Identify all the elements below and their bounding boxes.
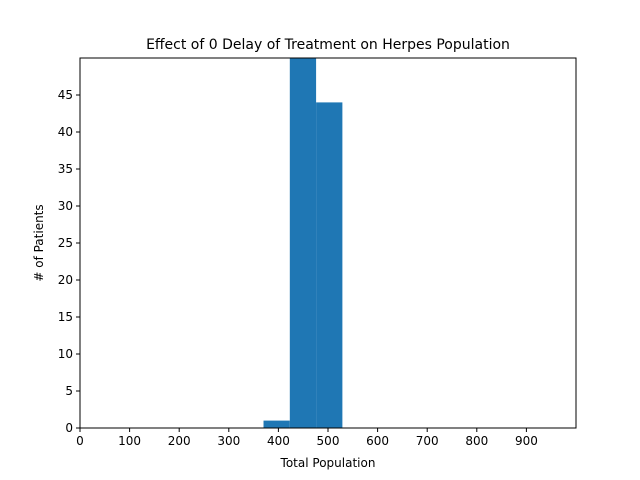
- bars-group: [263, 58, 343, 429]
- plot-frame: [79, 57, 577, 429]
- histogram-bar-1: [289, 58, 317, 428]
- y-tick-label: 25: [58, 236, 73, 250]
- y-tick-label: 0: [65, 421, 73, 435]
- y-tick-label: 30: [58, 199, 73, 213]
- y-tick-label: 10: [58, 347, 73, 361]
- x-tick-label: 900: [515, 434, 538, 448]
- chart-title: Effect of 0 Delay of Treatment on Herpes…: [146, 37, 510, 53]
- x-tick-label: 400: [267, 434, 290, 448]
- histogram-bar-2: [316, 102, 343, 429]
- x-tick-label: 700: [416, 434, 439, 448]
- y-tick-label: 45: [58, 88, 73, 102]
- y-tick-label: 40: [58, 125, 73, 139]
- y-tick-label: 15: [58, 310, 73, 324]
- y-tick-label: 20: [58, 273, 73, 287]
- x-tick-label: 500: [317, 434, 340, 448]
- y-tick-label: 35: [58, 162, 73, 176]
- x-tick-label: 600: [366, 434, 389, 448]
- x-tick-label: 100: [118, 434, 141, 448]
- x-axis-ticks: 0 100 200 300 400 500 600 700 800 900: [76, 428, 538, 448]
- histogram-bar-0: [263, 420, 290, 428]
- x-tick-label: 200: [168, 434, 191, 448]
- y-axis-label: # of Patients: [32, 204, 46, 281]
- x-tick-label: 800: [465, 434, 488, 448]
- x-axis-label: Total Population: [280, 456, 376, 470]
- x-tick-label: 0: [76, 434, 84, 448]
- y-tick-label: 5: [65, 384, 73, 398]
- y-axis-ticks: 0 5 10 15 20 25 30 35 40 45: [58, 88, 80, 435]
- x-tick-label: 300: [217, 434, 240, 448]
